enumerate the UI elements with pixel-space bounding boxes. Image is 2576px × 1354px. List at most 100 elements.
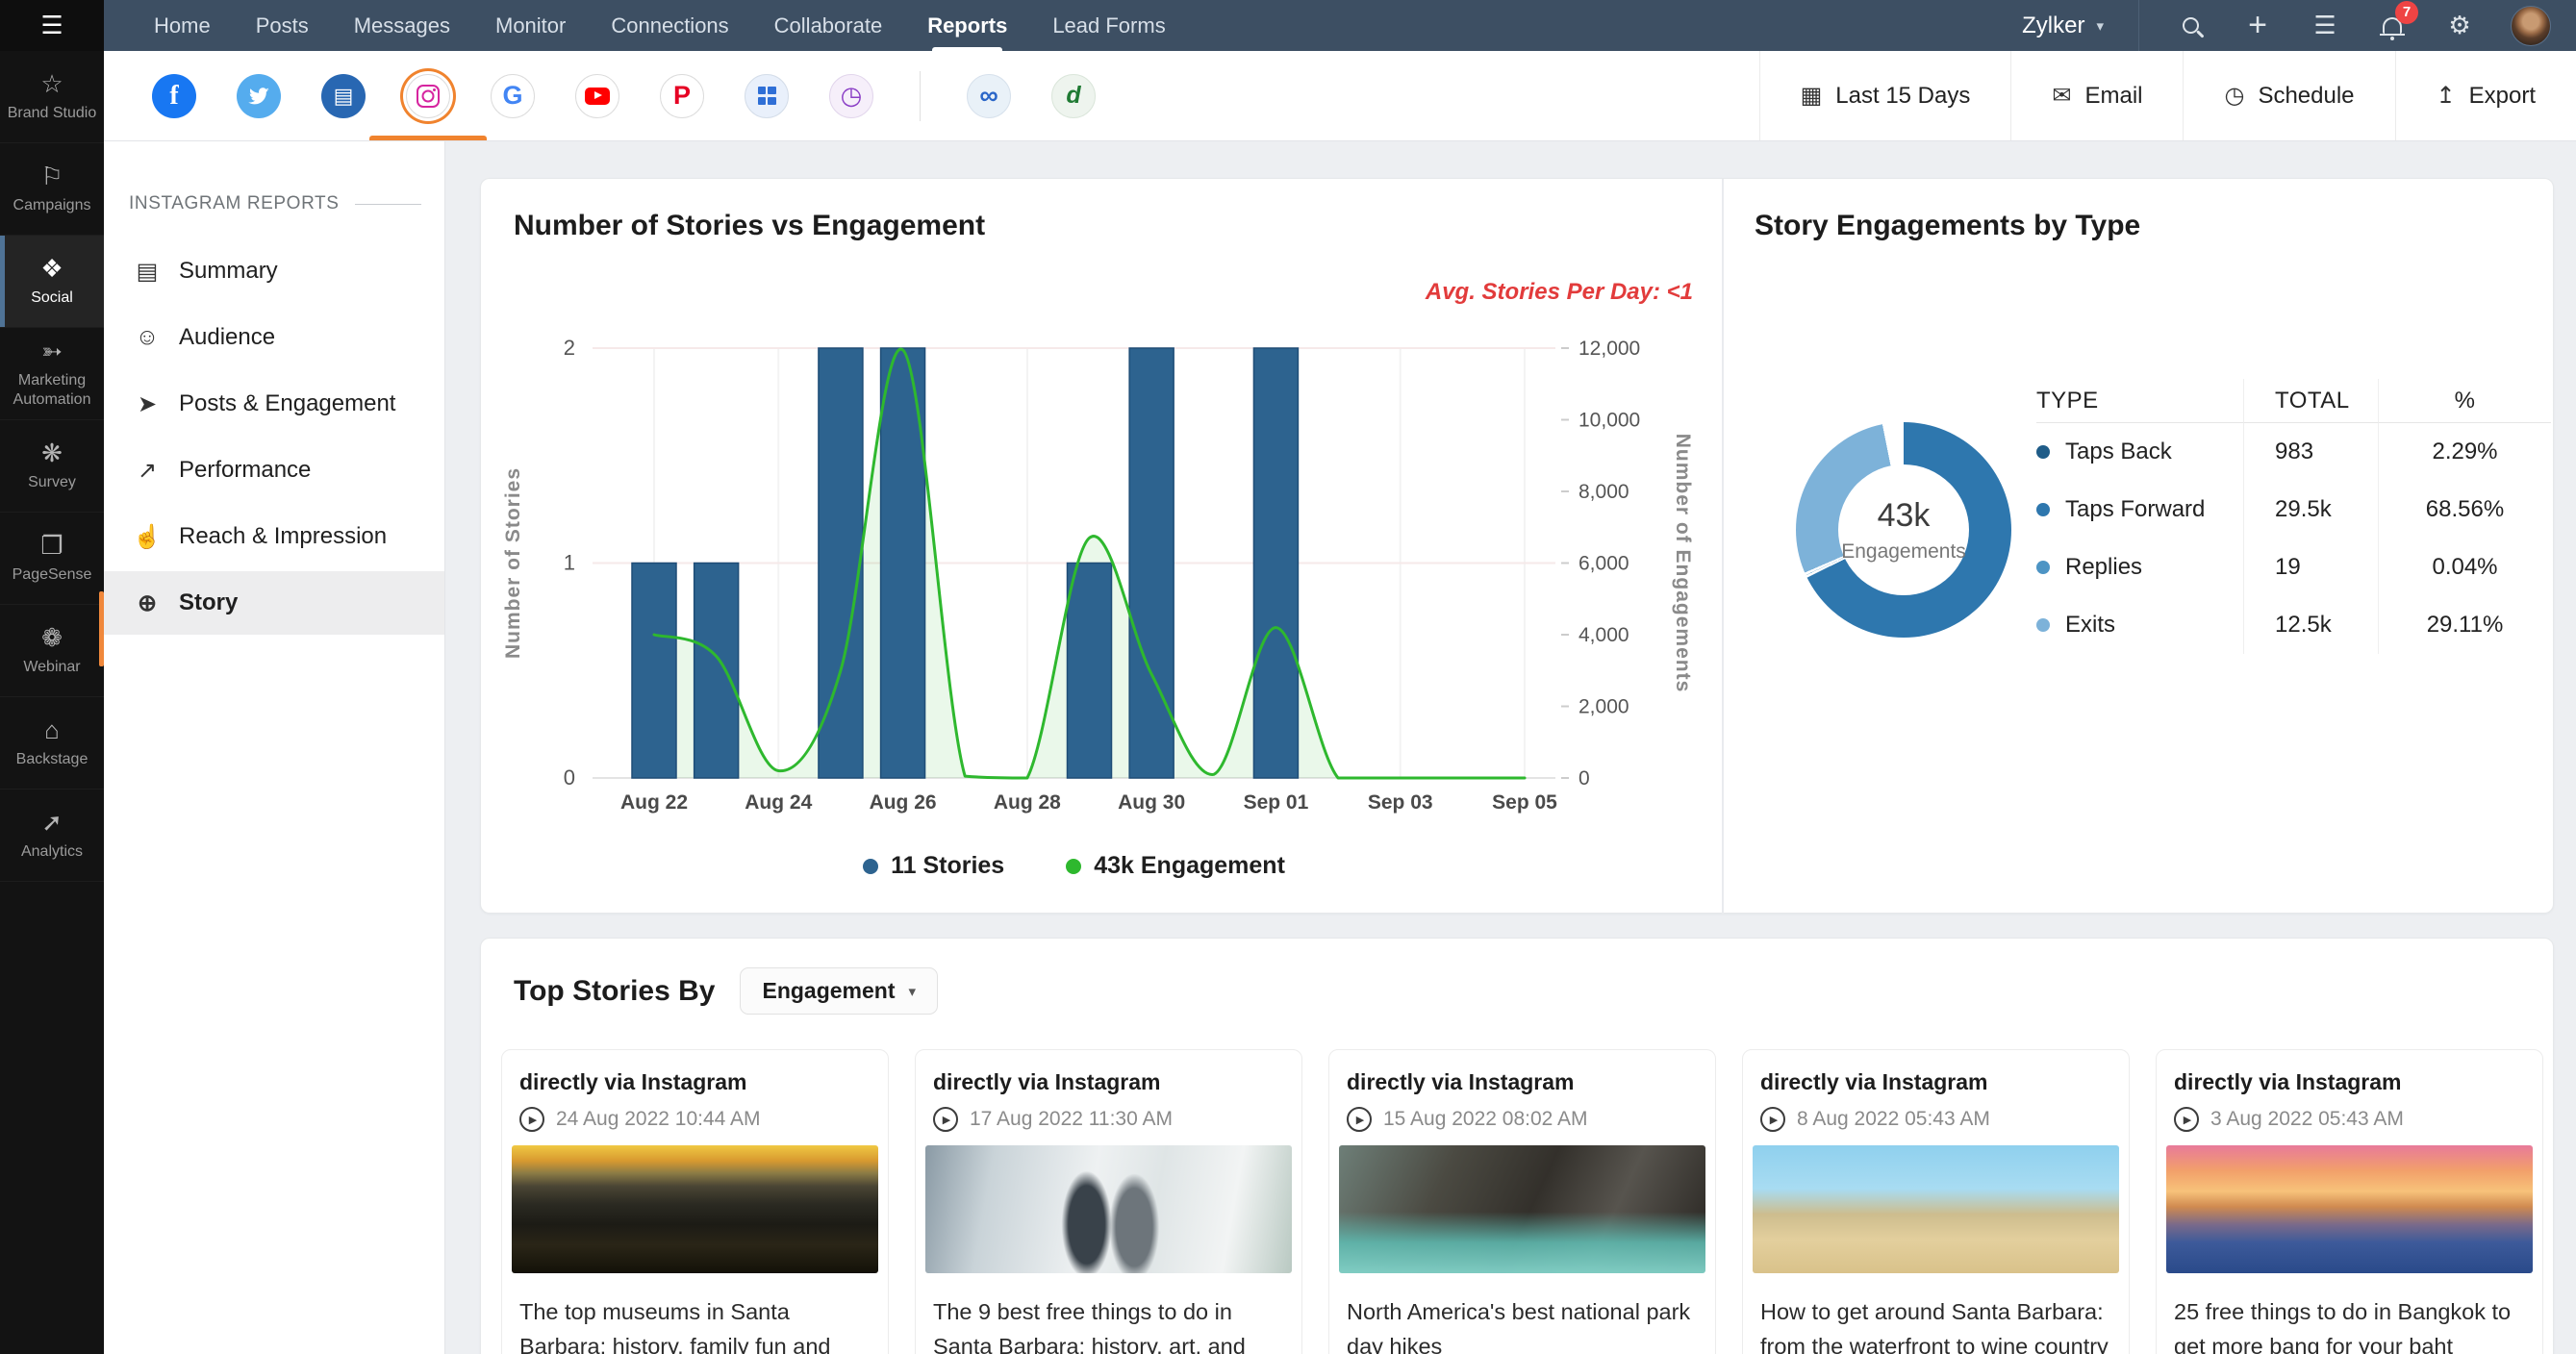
channel-google-my-business[interactable]: G bbox=[491, 51, 535, 140]
channel-pinterest[interactable]: P bbox=[660, 51, 704, 140]
table-row-exits[interactable]: Exits12.5k29.11% bbox=[2036, 596, 2551, 654]
sidebar-scroll-indicator[interactable] bbox=[99, 591, 104, 666]
nav-item-collaborate[interactable]: Collaborate bbox=[774, 0, 883, 51]
sidebar-item-backstage[interactable]: ⌂Backstage bbox=[0, 697, 104, 790]
story-image-beach-cyclists[interactable] bbox=[1753, 1145, 2119, 1273]
nav-item-posts[interactable]: Posts bbox=[256, 0, 309, 51]
donut-center-value: 43k bbox=[1878, 497, 1931, 535]
sidebar-item-brand-studio[interactable]: ☆Brand Studio bbox=[0, 51, 104, 143]
pinterest-icon: P bbox=[660, 74, 704, 118]
svg-text:Aug 24: Aug 24 bbox=[745, 791, 812, 814]
table-row-replies[interactable]: Replies190.04% bbox=[2036, 539, 2551, 596]
sidebar-item-analytics[interactable]: ➚Analytics bbox=[0, 790, 104, 882]
stories-vs-engagement-panel: Number of Stories vs Engagement Avg. Sto… bbox=[481, 179, 1722, 915]
feeds-list-button[interactable]: ☰ bbox=[2309, 10, 2341, 42]
nav-item-messages[interactable]: Messages bbox=[354, 0, 450, 51]
microsoft-tiles-icon bbox=[745, 74, 789, 118]
type-label: Taps Back bbox=[2065, 439, 2172, 465]
nav-item-home[interactable]: Home bbox=[154, 0, 211, 51]
channel-linkedin-company[interactable]: ▤ bbox=[321, 51, 366, 140]
sort-by-dropdown[interactable]: Engagement ▾ bbox=[740, 967, 938, 1015]
report-menu-item-reach-impression[interactable]: ☝Reach & Impression bbox=[104, 505, 444, 568]
channel-tiktok-clock[interactable]: ◷ bbox=[829, 51, 873, 140]
story-date: 3 Aug 2022 05:43 AM bbox=[2210, 1108, 2404, 1131]
svg-text:6,000: 6,000 bbox=[1578, 553, 1629, 575]
date-range-button[interactable]: ▦ Last 15 Days bbox=[1759, 51, 2011, 140]
settings-button[interactable]: ⚙ bbox=[2443, 10, 2476, 42]
campaigns-icon: ⚐ bbox=[40, 163, 63, 188]
sidebar-item-label: Webinar bbox=[19, 658, 84, 676]
sidebar-item-marketing-automation[interactable]: ➳ Marketing Automation bbox=[0, 328, 104, 420]
google-my-business-icon: G bbox=[491, 74, 535, 118]
svg-text:Sep 03: Sep 03 bbox=[1368, 791, 1433, 814]
story-card[interactable]: directly via Instagram▶17 Aug 2022 11:30… bbox=[915, 1049, 1302, 1354]
report-menu-item-audience[interactable]: ☺Audience bbox=[104, 306, 444, 369]
channel-facebook[interactable]: f bbox=[152, 51, 196, 140]
table-row-taps-forward[interactable]: Taps Forward29.5k68.56% bbox=[2036, 481, 2551, 539]
report-menu-item-label: Summary bbox=[179, 258, 278, 285]
sidebar-item-survey[interactable]: ❋Survey bbox=[0, 420, 104, 513]
sidebar-item-social[interactable]: ❖Social bbox=[0, 236, 104, 328]
report-menu-item-posts-engagement[interactable]: ➤Posts & Engagement bbox=[104, 372, 444, 436]
top-stories-section: Top Stories By Engagement ▾ directly via… bbox=[480, 938, 2554, 1354]
story-play-icon: ▶ bbox=[2174, 1107, 2199, 1132]
brand-switcher[interactable]: Zylker ▾ bbox=[2022, 13, 2104, 39]
story-card[interactable]: directly via Instagram▶3 Aug 2022 05:43 … bbox=[2156, 1049, 2543, 1354]
channel-youtube[interactable] bbox=[575, 51, 619, 140]
story-image-tourists-white-building[interactable] bbox=[925, 1145, 1292, 1273]
report-menu-item-performance[interactable]: ↗Performance bbox=[104, 439, 444, 502]
story-card[interactable]: directly via Instagram▶15 Aug 2022 08:02… bbox=[1328, 1049, 1716, 1354]
nav-item-connections[interactable]: Connections bbox=[611, 0, 728, 51]
story-source: directly via Instagram bbox=[1347, 1069, 1698, 1095]
channel-zoho-desk[interactable]: d bbox=[1051, 51, 1096, 140]
search-button[interactable] bbox=[2174, 10, 2207, 42]
total-cell: 19 bbox=[2243, 539, 2378, 596]
engagement-type-cell: Taps Forward bbox=[2036, 481, 2243, 539]
nav-item-lead-forms[interactable]: Lead Forms bbox=[1052, 0, 1165, 51]
sidebar-item-webinar[interactable]: ❁Webinar bbox=[0, 605, 104, 697]
svg-text:4,000: 4,000 bbox=[1578, 624, 1629, 646]
story-card[interactable]: directly via Instagram▶24 Aug 2022 10:44… bbox=[501, 1049, 889, 1354]
legend-label: 43k Engagement bbox=[1094, 852, 1285, 880]
report-menu-panel: INSTAGRAM REPORTS ▤Summary☺Audience➤Post… bbox=[104, 141, 445, 1354]
pagesense-icon: ❐ bbox=[40, 533, 63, 558]
report-menu-item-summary[interactable]: ▤Summary bbox=[104, 239, 444, 303]
story-image-pier-sunset[interactable] bbox=[512, 1145, 878, 1273]
sidebar-item-label: PageSense bbox=[9, 565, 96, 584]
create-new-button[interactable]: + bbox=[2241, 10, 2274, 42]
chevron-down-icon: ▾ bbox=[2096, 17, 2104, 35]
story-engagements-panel: Story Engagements by Type 43k Engagement… bbox=[1722, 179, 2555, 915]
marketing-automation-icon: ➳ bbox=[41, 338, 63, 364]
engagements-table: TYPETOTAL%Taps Back9832.29%Taps Forward2… bbox=[2036, 379, 2551, 654]
table-row-taps-back[interactable]: Taps Back9832.29% bbox=[2036, 423, 2551, 481]
story-image-canyon-river-hiker[interactable] bbox=[1339, 1145, 1705, 1273]
nav-item-reports[interactable]: Reports bbox=[927, 0, 1007, 51]
story-image-bangkok-temple-sunset[interactable] bbox=[2166, 1145, 2533, 1273]
schedule-button[interactable]: ◷ Schedule bbox=[2183, 51, 2394, 140]
story-date: 8 Aug 2022 05:43 AM bbox=[1797, 1108, 1990, 1131]
sidebar-item-label: Marketing Automation bbox=[0, 371, 104, 408]
channel-zoho-crm[interactable]: ∞ bbox=[967, 51, 1011, 140]
user-avatar[interactable] bbox=[2511, 6, 2551, 46]
report-menu-item-label: Reach & Impression bbox=[179, 523, 387, 550]
heading-rule bbox=[355, 204, 421, 205]
channel-twitter[interactable] bbox=[237, 51, 281, 140]
svg-text:Aug 30: Aug 30 bbox=[1118, 791, 1185, 814]
legend-engagement: 43k Engagement bbox=[1066, 852, 1285, 880]
story-caption: How to get around Santa Barbara: from th… bbox=[1760, 1294, 2111, 1354]
sidebar-item-pagesense[interactable]: ❐ PageSense bbox=[0, 513, 104, 605]
nav-item-monitor[interactable]: Monitor bbox=[495, 0, 566, 51]
list-icon: ☰ bbox=[2313, 11, 2336, 40]
notifications-button[interactable]: 7 bbox=[2376, 10, 2409, 42]
type-label: Exits bbox=[2065, 612, 2115, 639]
channel-instagram[interactable] bbox=[406, 51, 450, 140]
export-button[interactable]: ↥ Export bbox=[2395, 51, 2576, 140]
channel-microsoft-tiles[interactable] bbox=[745, 51, 789, 140]
email-button[interactable]: ✉ Email bbox=[2010, 51, 2183, 140]
engagements-donut-chart[interactable]: 43k Engagements bbox=[1796, 422, 2011, 638]
report-menu-item-story[interactable]: ⊕Story bbox=[104, 571, 444, 635]
app-menu-toggle[interactable]: ☰ bbox=[0, 0, 104, 51]
story-card[interactable]: directly via Instagram▶8 Aug 2022 05:43 … bbox=[1742, 1049, 2130, 1354]
story-play-icon: ▶ bbox=[933, 1107, 958, 1132]
sidebar-item-campaigns[interactable]: ⚐Campaigns bbox=[0, 143, 104, 236]
